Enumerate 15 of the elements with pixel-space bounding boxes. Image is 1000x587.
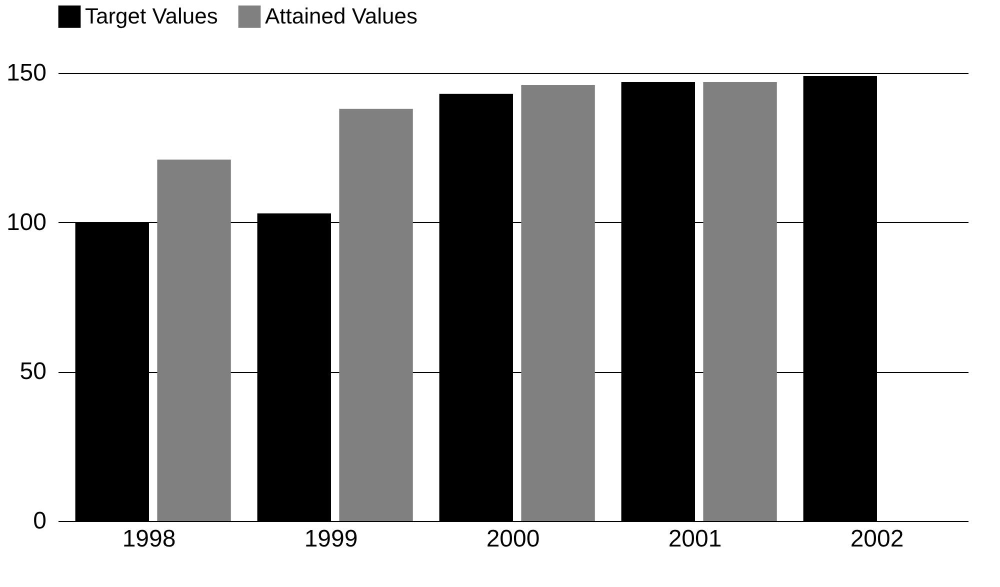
legend-label: Target Values (85, 4, 218, 29)
x-tick-label: 2000 (486, 526, 540, 552)
bar (339, 108, 413, 521)
bar (157, 160, 231, 521)
bar (521, 84, 595, 521)
x-tick-label: 1998 (122, 526, 176, 552)
legend-label: Attained Values (265, 4, 418, 29)
y-tick-label: 150 (6, 60, 46, 86)
x-tick-label: 1999 (304, 526, 358, 552)
x-tick-label: 2001 (668, 526, 722, 552)
y-tick-label: 50 (20, 358, 46, 386)
y-tick-label: 100 (6, 208, 46, 236)
x-tick-label: 2002 (850, 526, 904, 552)
y-tick-label: 0 (33, 508, 46, 534)
bar (703, 82, 777, 521)
